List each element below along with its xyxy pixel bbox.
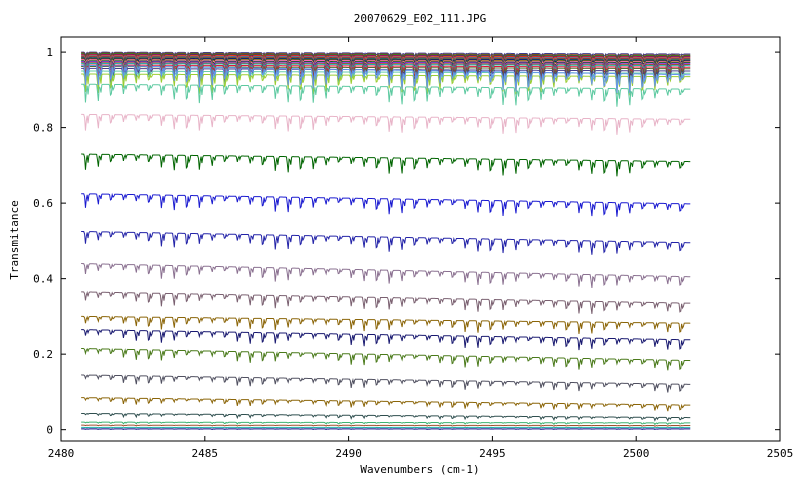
y-tick-label: 0.4 — [33, 273, 53, 286]
spectrum-series-line — [81, 62, 691, 82]
spectrum-series-line — [81, 192, 691, 217]
spectrum-series-line — [81, 113, 691, 135]
y-tick-label: 0.6 — [33, 197, 53, 210]
x-tick-label: 2490 — [335, 447, 362, 460]
spectrum-series-line — [81, 412, 691, 422]
spectrum-series-line — [81, 421, 691, 426]
spectrum-series-line — [81, 64, 691, 84]
spectrum-series-line — [81, 54, 691, 66]
spectrum-series-line — [81, 290, 691, 314]
spectrum-series-line — [81, 347, 691, 371]
spectrum-series-line — [81, 396, 691, 412]
spectrum-series-line — [81, 153, 691, 177]
plot-frame — [60, 36, 781, 442]
spectrum-series-line — [81, 424, 691, 427]
spectrum-series-line — [81, 315, 691, 335]
x-tick-label: 2505 — [767, 447, 794, 460]
spectrum-series-line — [81, 53, 691, 63]
y-axis: 0 0.2 0.4 0.6 0.8 1 — [33, 46, 780, 437]
spectrum-series-line — [81, 263, 691, 289]
spectrum-series-line — [81, 60, 691, 77]
spectrum-series-line — [81, 57, 691, 71]
spectrum-series-line — [81, 230, 691, 255]
spectrum-series-line — [81, 58, 691, 74]
y-tick-label: 0.2 — [33, 348, 53, 361]
x-tick-label: 2495 — [479, 447, 506, 460]
spectrum-series-line — [81, 374, 691, 393]
spectrum-series-line — [81, 52, 691, 61]
y-tick-label: 0 — [46, 424, 53, 437]
spectrum-series-line — [81, 60, 691, 76]
spectrum-series-line — [81, 57, 691, 73]
spectrum-series-line — [81, 52, 691, 63]
x-tick-label: 2485 — [192, 447, 219, 460]
spectrum-series-line — [81, 51, 691, 59]
y-tick-label: 0.8 — [33, 122, 53, 135]
x-axis: 2480 2485 2490 2495 2500 2505 — [48, 37, 794, 460]
spectrum-series-line — [81, 64, 691, 94]
y-tick-label: 1 — [46, 46, 53, 59]
spectrum-series-line — [81, 61, 691, 79]
chart-title: 20070629_E02_111.JPG — [354, 12, 486, 25]
spectrum-series-line — [81, 328, 691, 351]
spectrum-series-line — [81, 83, 691, 107]
y-axis-label: Transmitance — [8, 200, 21, 279]
spectrum-series-line — [81, 55, 691, 68]
spectrum-series-line — [81, 56, 691, 69]
series-layer — [81, 51, 691, 430]
x-axis-label: Wavenumbers (cm-1) — [360, 463, 479, 476]
x-tick-label: 2500 — [623, 447, 650, 460]
x-tick-label: 2480 — [48, 447, 75, 460]
spectrum-series-line — [81, 72, 691, 96]
spectrum-series-line — [81, 54, 691, 65]
